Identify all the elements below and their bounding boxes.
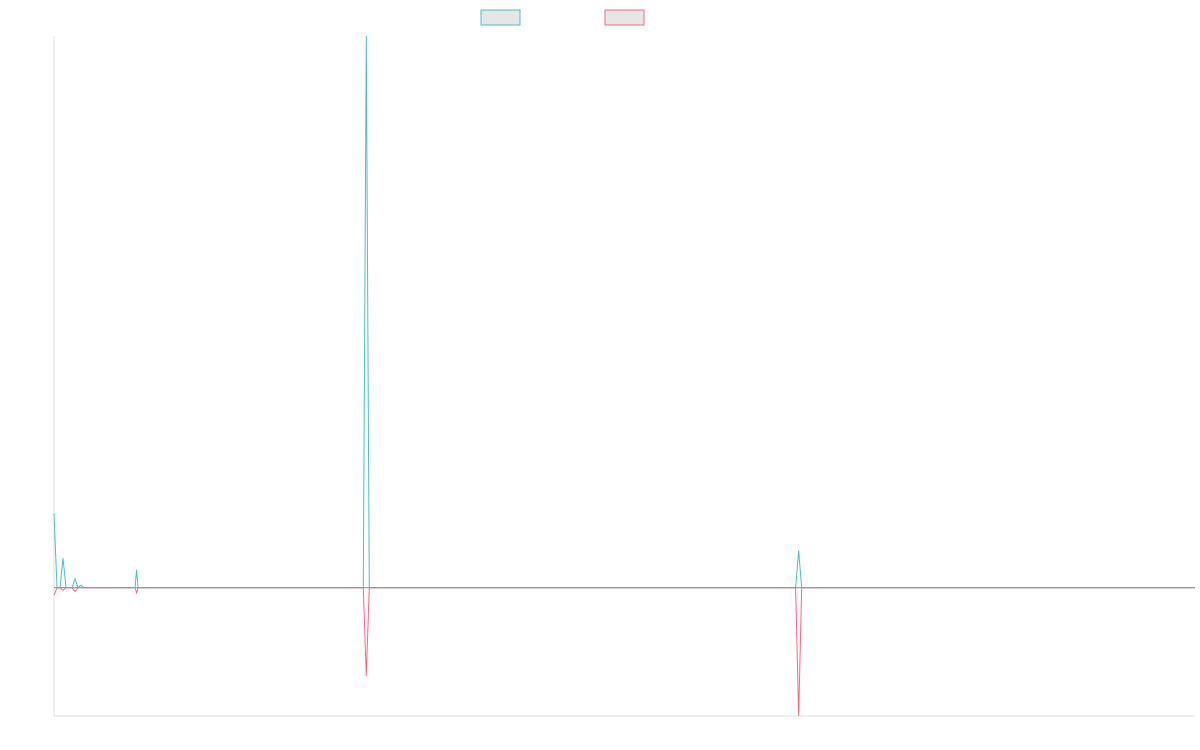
legend-item-series-1[interactable] — [480, 9, 521, 26]
legend-swatch-series-2 — [604, 9, 645, 26]
legend-swatch-series-1 — [480, 9, 521, 26]
legend-item-series-2[interactable] — [604, 9, 645, 26]
series-layer — [53, 35, 1195, 717]
legend — [480, 9, 645, 26]
series-line-1[interactable] — [53, 35, 1195, 589]
series-line-2[interactable] — [53, 587, 1195, 717]
